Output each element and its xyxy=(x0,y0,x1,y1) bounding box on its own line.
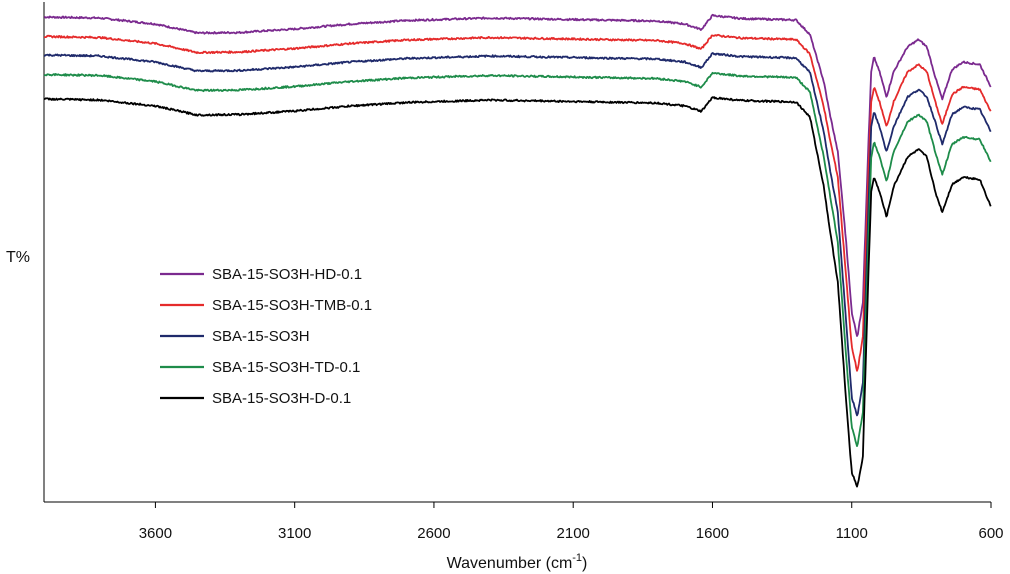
legend-label: SBA-15-SO3H-HD-0.1 xyxy=(212,266,362,283)
x-axis-title-main: Wavenumber (cm xyxy=(447,555,573,572)
x-tick-layer: 3600 3100 2600 2100 1600 1100 600 xyxy=(139,502,1004,542)
x-tick-label: 1100 xyxy=(836,525,868,542)
x-tick-label: 1600 xyxy=(696,525,729,542)
series-line xyxy=(43,13,992,337)
x-tick-label: 600 xyxy=(978,525,1003,542)
x-axis-title-superscript: -1 xyxy=(572,552,582,564)
series-layer xyxy=(43,13,992,488)
legend-label: SBA-15-SO3H-TD-0.1 xyxy=(212,359,360,376)
series-line xyxy=(43,33,992,372)
legend-label: SBA-15-SO3H-TMB-0.1 xyxy=(212,297,372,314)
x-tick-label: 3600 xyxy=(139,525,172,542)
series-line xyxy=(43,71,992,447)
legend: SBA-15-SO3H-HD-0.1 SBA-15-SO3H-TMB-0.1 SBA… xyxy=(160,266,372,407)
x-tick-label: 2100 xyxy=(557,525,590,542)
x-tick-label: 2600 xyxy=(417,525,450,542)
y-axis-title: T% xyxy=(6,249,30,266)
x-axis-title-close: ) xyxy=(582,555,587,572)
x-axis-title: Wavenumber (cm-1) xyxy=(447,552,588,572)
series-line xyxy=(43,52,992,417)
x-tick-label: 3100 xyxy=(278,525,311,542)
plot-area xyxy=(43,2,991,503)
legend-label: SBA-15-SO3H-D-0.1 xyxy=(212,390,351,407)
legend-label: SBA-15-SO3H xyxy=(212,328,310,345)
series-line xyxy=(43,96,992,488)
